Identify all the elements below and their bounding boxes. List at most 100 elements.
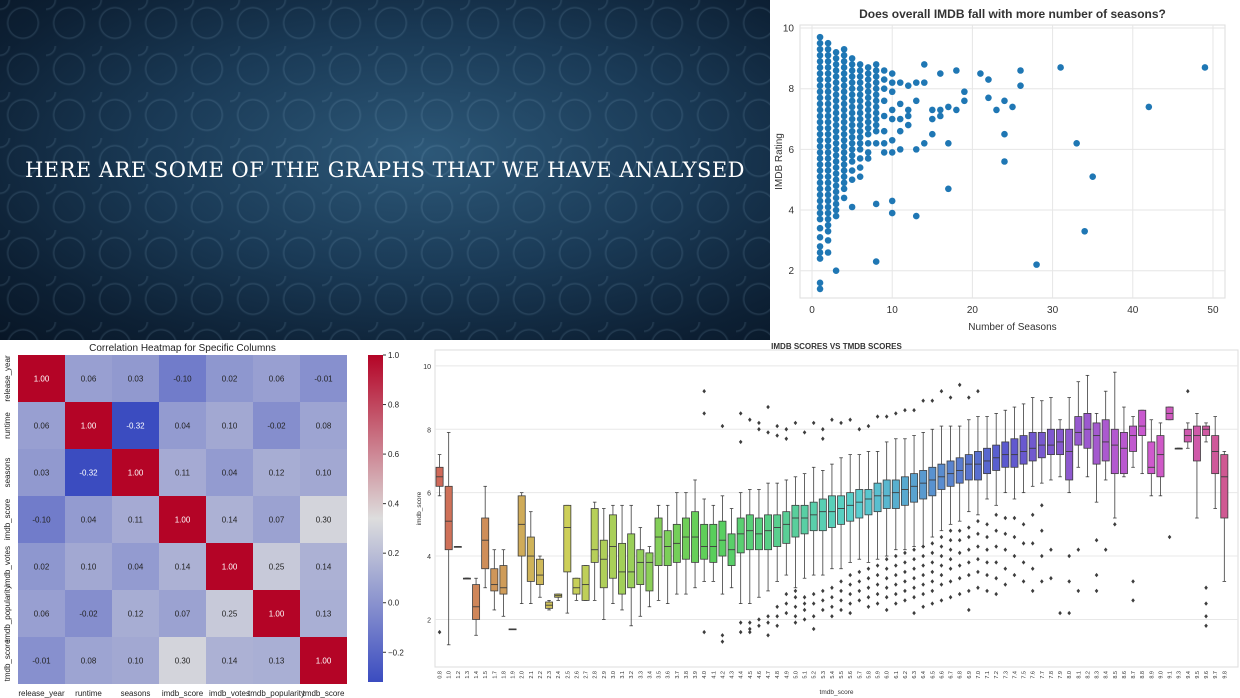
scatter-y-tick-label: 6 — [788, 145, 794, 156]
scatter-point — [840, 100, 848, 108]
scatter-point — [864, 64, 872, 71]
heatmap-cell-value: 1.00 — [222, 563, 238, 572]
scatter-point — [864, 124, 872, 132]
box-iqr — [490, 568, 499, 592]
boxplot-x-tick-label: 6.6 — [939, 671, 945, 679]
heatmap-column-label: imdb_votes — [209, 689, 250, 698]
box-iqr — [535, 558, 544, 585]
heatmap-cell-value: 0.11 — [128, 516, 144, 525]
heatmap-cell-value: 1.00 — [269, 610, 285, 619]
box-iqr — [964, 454, 973, 481]
heatmap-cell-value: 0.10 — [316, 469, 332, 478]
heatmap-cell-value: 1.00 — [175, 516, 191, 525]
box-iqr — [700, 523, 709, 560]
scatter-point — [880, 85, 888, 92]
box-outlier-point — [437, 629, 442, 635]
scatter-point — [920, 61, 928, 68]
scatter-point — [824, 118, 832, 126]
scatter-point — [832, 152, 840, 159]
box-outlier-point — [976, 557, 980, 562]
box-outlier-point — [994, 560, 998, 565]
box-outlier-point — [948, 395, 953, 400]
scatter-point — [888, 79, 896, 86]
scatter-point — [824, 94, 832, 102]
boxplot-x-tick-label: 5.2 — [812, 671, 818, 679]
scatter-point — [848, 91, 856, 99]
heatmap-cell-value: 0.10 — [81, 563, 97, 572]
colorbar-tick-label: 0.4 — [388, 500, 400, 509]
boxplot-x-tick-label: 3.5 — [657, 671, 663, 679]
boxplot-x-tick-label: 3.4 — [647, 671, 653, 679]
box-outlier-point — [1012, 572, 1017, 578]
scatter-point — [832, 109, 840, 117]
scatter-point — [872, 121, 880, 129]
boxplot-x-tick-label: 6.0 — [885, 671, 891, 679]
boxplot-x-tick-label: 2.4 — [556, 671, 562, 679]
scatter-point — [824, 58, 832, 65]
heatmap-cell-value: 0.06 — [34, 610, 50, 619]
box-iqr — [645, 552, 654, 592]
scatter-point — [872, 109, 880, 117]
box-outlier-point — [930, 398, 935, 403]
scatter-point — [864, 118, 872, 126]
boxplot-x-tick-label: 5.0 — [793, 671, 799, 679]
scatter-point — [832, 158, 840, 165]
scatter-point — [832, 176, 840, 183]
box-outlier-point — [957, 382, 962, 388]
heatmap-cell — [253, 449, 300, 496]
heatmap-row-label: imdb_votes — [3, 546, 12, 587]
scatter-point — [953, 106, 960, 114]
box-outlier-point — [939, 563, 944, 568]
scatter-point — [816, 70, 824, 77]
scatter-point — [937, 70, 944, 77]
colorbar-tick-label: 0.0 — [388, 599, 400, 608]
scatter-point — [840, 58, 848, 65]
box-outlier-point — [930, 541, 935, 546]
boxplot-x-tick-label: 8.2 — [1085, 671, 1091, 679]
box-iqr — [1156, 435, 1165, 478]
boxplot-x-tick-label: 3.6 — [666, 671, 672, 679]
scatter-point — [1009, 103, 1016, 111]
boxplot-y-tick-label: 8 — [427, 427, 431, 434]
box-outlier-point — [967, 572, 971, 578]
box-outlier-point — [957, 550, 962, 556]
scatter-point — [824, 237, 832, 244]
scatter-point — [856, 133, 864, 141]
scatter-point — [856, 79, 864, 86]
box-outlier-point — [1204, 614, 1208, 619]
scatter-point — [929, 106, 936, 114]
heatmap-cell — [206, 637, 253, 684]
boxplot-x-tick-label: 8.3 — [1095, 671, 1101, 679]
box-outlier-point — [884, 576, 889, 581]
scatter-point — [856, 127, 864, 135]
box-iqr — [1129, 425, 1138, 452]
boxplot-x-tick-label: 5.5 — [839, 671, 845, 679]
box-outlier-point — [1067, 579, 1071, 584]
box-iqr — [1110, 428, 1119, 475]
scatter-point — [848, 85, 856, 92]
box-iqr — [800, 504, 809, 535]
scatter-point — [945, 103, 952, 111]
scatter-point — [848, 133, 856, 141]
boxplot-x-tick-label: 3.2 — [629, 671, 635, 679]
boxplot-x-tick-label: 5.8 — [866, 671, 872, 679]
boxplot-x-tick-label: 2.5 — [565, 671, 571, 679]
boxplot-x-tick-label: 4.1 — [711, 671, 717, 679]
colorbar-tick-label: 1.0 — [388, 351, 400, 360]
box-outlier-point — [1067, 553, 1071, 559]
box-outlier-point — [1204, 601, 1208, 606]
scatter-plot-area — [799, 24, 1226, 299]
heatmap-cell — [253, 543, 300, 590]
heatmap-cell — [112, 543, 159, 590]
boxplot-x-tick-label: 2.3 — [547, 671, 553, 679]
heatmap-cell-value: 0.14 — [175, 563, 191, 572]
heatmap-cell-value: -0.32 — [79, 469, 98, 478]
box-outlier-point — [939, 389, 944, 394]
scatter-point — [840, 179, 848, 187]
boxplot-x-tick-label: 8.9 — [1149, 671, 1155, 679]
scatter-point — [832, 67, 840, 74]
boxplot-x-tick-label: 6.8 — [958, 671, 964, 679]
scatter-point — [832, 267, 840, 275]
boxplot-x-tick-label: 5.1 — [803, 671, 809, 679]
boxplot-x-tick-label: 7.4 — [1012, 671, 1018, 679]
